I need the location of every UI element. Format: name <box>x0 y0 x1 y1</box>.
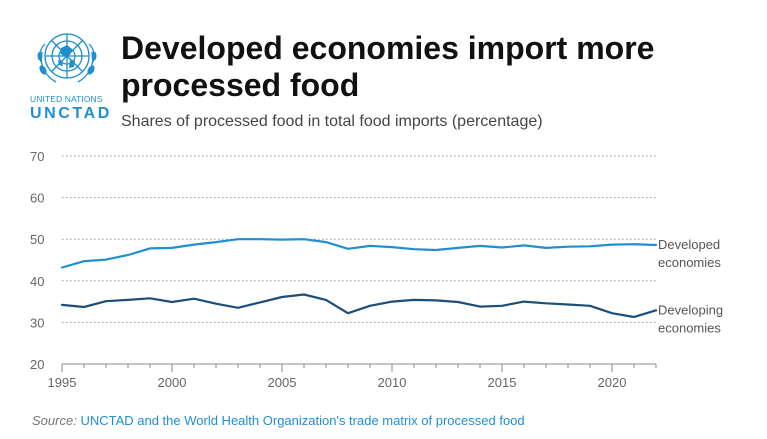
y-tick-label: 50 <box>30 232 44 247</box>
series-label: Developed economies <box>658 237 721 270</box>
logo-org-text: UNITED NATIONS <box>30 94 103 104</box>
source-label: Source: <box>32 413 77 428</box>
x-tick-label: 2000 <box>158 375 187 390</box>
series-label: Developing economies <box>658 302 723 335</box>
x-tick-label: 2020 <box>598 375 627 390</box>
series-line-developing <box>60 293 658 319</box>
x-tick-label: 1995 <box>48 375 77 390</box>
y-tick-label: 20 <box>30 357 44 372</box>
unctad-logo: UNITED NATIONS UNCTAD <box>30 26 109 126</box>
y-tick-label: 60 <box>30 191 44 206</box>
y-tick-label: 30 <box>30 315 44 330</box>
x-tick-label: 2015 <box>488 375 517 390</box>
y-tick-label: 40 <box>30 274 44 289</box>
y-tick-label: 70 <box>30 149 44 164</box>
line-chart: 20 30 40 50 60 70 1995 2000 2005 2010 2015 2020 Deve… <box>30 149 723 390</box>
chart-subtitle: Shares of processed food in total food i… <box>121 113 543 130</box>
source-text: UNCTAD and the World Health Organization… <box>80 413 525 428</box>
series-line-developed <box>60 238 658 269</box>
x-tick-label: 2005 <box>268 375 297 390</box>
x-tick-label: 2010 <box>378 375 407 390</box>
source-note: Source: UNCTAD and the World Health Orga… <box>32 413 525 428</box>
chart-title: Developed economies import more processe… <box>121 30 655 103</box>
un-emblem-icon <box>37 33 97 83</box>
logo-brand-text: UNCTAD <box>30 105 112 122</box>
